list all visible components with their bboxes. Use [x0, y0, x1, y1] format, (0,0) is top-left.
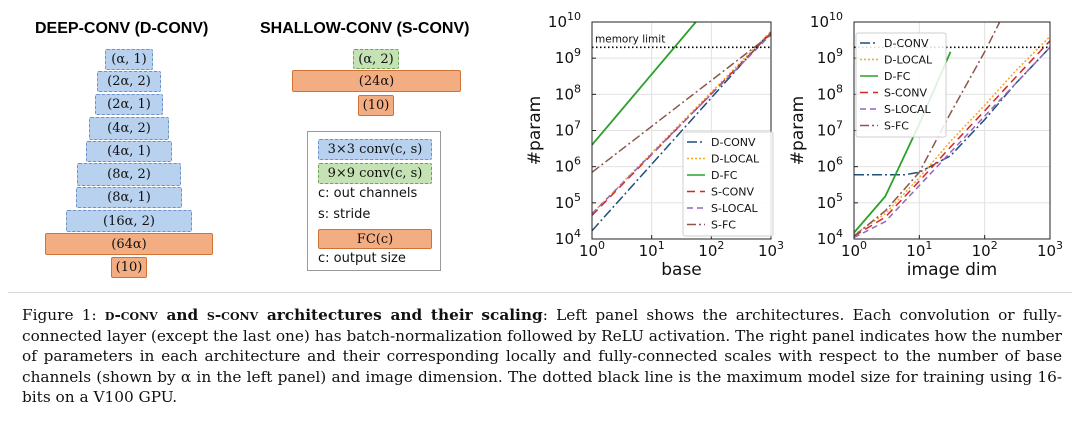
chart2-xtick-label: 103	[1037, 239, 1063, 260]
chart1-ytick-label: 108	[555, 82, 581, 103]
deep-block-4: (4α, 2)	[89, 117, 169, 140]
shallow-fc-block: (24α)	[292, 70, 461, 92]
chart2-ytick-label: 108	[817, 82, 843, 103]
chart2-ytick-label: 109	[817, 46, 843, 67]
legend-c-output-size: c: output size	[318, 251, 406, 266]
deep-block-7: (8α, 1)	[76, 187, 182, 208]
chart2-series-d-local	[854, 35, 1050, 236]
chart1-series-d-local	[592, 30, 771, 215]
chart1-ytick-label: 104	[555, 227, 581, 248]
deep-output-block: (10)	[111, 257, 147, 278]
chart1-xtick-label: 101	[639, 239, 665, 260]
chart1-legend-label-s-conv: S-CONV	[711, 186, 755, 199]
deep-block-1: (α, 1)	[105, 49, 153, 70]
chart2-ytick-label: 107	[817, 119, 843, 140]
legend-s-stride: s: stride	[318, 207, 371, 222]
chart1-series-d-fc	[592, 22, 697, 146]
chart2-ytick-label: 105	[817, 191, 843, 212]
caption-title: d-conv and s-conv architectures and thei…	[104, 306, 543, 324]
figure-caption: Figure 1: d-conv and s-conv architecture…	[22, 305, 1062, 408]
chart1-series-s-local	[592, 33, 771, 215]
chart1-series-s-fc	[592, 33, 771, 173]
scaling-charts: memory limit 100 101 102 103 104 105 106 107 108 1…	[525, 10, 1063, 280]
chart2-xlabel: image dim	[907, 260, 997, 280]
chart1-xtick-label: 100	[579, 239, 605, 260]
architecture-legend	[307, 131, 441, 271]
chart2-legend-label-s-fc: S-FC	[884, 120, 909, 133]
legend-fc-swatch: FC(c)	[318, 229, 432, 249]
deep-block-3: (2α, 1)	[95, 94, 163, 115]
chart2-xtick-label: 101	[906, 239, 932, 260]
shallow-conv-block: (α, 2)	[353, 49, 399, 69]
chart1-legend-label-d-fc: D-FC	[711, 169, 738, 182]
deep-block-2: (2α, 2)	[97, 71, 161, 92]
deep-fc-block: (64α)	[45, 233, 213, 255]
deep-block-6: (8α, 2)	[77, 163, 181, 186]
chart2-ytick-label: 1010	[810, 10, 843, 31]
chart1-ylabel: #param	[525, 96, 545, 165]
deep-block-8: (16α, 2)	[66, 210, 192, 232]
shallow-output-block: (10)	[358, 95, 394, 116]
chart2-series-s-conv	[854, 40, 1050, 237]
chart1-legend	[682, 131, 774, 237]
caption-divider	[8, 292, 1072, 293]
chart2-ytick-label: 106	[817, 155, 843, 176]
chart2-series-s-local	[854, 46, 1050, 239]
chart1-xtick-label: 103	[758, 239, 784, 260]
chart2-legend-label-d-local: D-LOCAL	[884, 54, 933, 67]
chart2-ylabel: #param	[788, 96, 808, 165]
caption-figure-label: Figure 1:	[22, 306, 105, 324]
deep-block-5: (4α, 1)	[86, 141, 172, 162]
caption-body: : Left panel shows the architectures. Ea…	[22, 306, 1062, 406]
chart2-legend-label-s-conv: S-CONV	[884, 87, 928, 100]
shallow-conv-title: SHALLOW-CONV (S-CONV)	[260, 20, 470, 37]
chart1-ytick-label: 109	[555, 46, 581, 67]
chart2-xtick-label: 100	[841, 239, 867, 260]
chart2-legend-label-s-local: S-LOCAL	[884, 103, 932, 116]
chart1-ytick-label: 1010	[548, 10, 581, 31]
chart2-legend	[855, 32, 947, 138]
chart1-memory-limit-label: memory limit	[595, 33, 665, 45]
chart1-ytick-label: 107	[555, 119, 581, 140]
chart1-xlabel: base	[661, 260, 702, 280]
chart1-xtick-label: 102	[698, 239, 724, 260]
deep-conv-title: DEEP-CONV (D-CONV)	[35, 20, 209, 37]
chart2-xtick-label: 102	[972, 239, 998, 260]
legend-conv9-swatch: 9×9 conv(c, s)	[318, 163, 432, 184]
legend-c-out-channels: c: out channels	[318, 186, 418, 201]
legend-conv3-swatch: 3×3 conv(c, s)	[318, 139, 432, 160]
chart2-legend-label-d-conv: D-CONV	[884, 37, 929, 50]
chart1-ytick-label: 105	[555, 191, 581, 212]
chart1-legend-label-s-local: S-LOCAL	[711, 202, 759, 215]
chart1-ytick-label: 106	[555, 155, 581, 176]
chart2-legend-label-d-fc: D-FC	[884, 70, 911, 83]
chart1-legend-label-d-conv: D-CONV	[711, 136, 756, 149]
chart1-legend-label-s-fc: S-FC	[711, 219, 736, 232]
chart2-ytick-label: 104	[817, 227, 843, 248]
chart1-legend-label-d-local: D-LOCAL	[711, 153, 760, 166]
